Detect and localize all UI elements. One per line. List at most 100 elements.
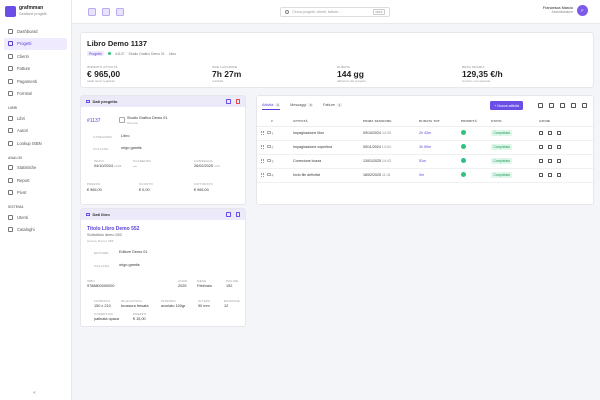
unlink-icon[interactable] xyxy=(235,212,240,217)
sidebar-item-autori[interactable]: Autori xyxy=(4,125,67,138)
drag-handle-icon[interactable] xyxy=(261,144,264,149)
sidebar-item-report[interactable]: Report xyxy=(4,174,67,187)
search-placeholder: Cerca progetti, clienti, fatture... xyxy=(292,10,341,14)
edit-icon[interactable] xyxy=(548,159,552,163)
play-icon[interactable] xyxy=(539,145,543,149)
client-name[interactable]: Studio Grafico Demo 01 xyxy=(127,116,168,120)
stat-durata: DURATA 144 gg dall'avvio del progetto xyxy=(337,65,366,84)
row-checkbox[interactable] xyxy=(267,158,271,163)
edit-icon[interactable] xyxy=(548,173,552,177)
new-project-icon[interactable] xyxy=(88,8,96,16)
catalog-icon xyxy=(8,227,13,233)
avatar[interactable]: F xyxy=(577,5,588,16)
year-value: 2025 xyxy=(178,284,187,288)
type-badge: Progetto xyxy=(87,51,104,56)
delete-icon[interactable] xyxy=(557,173,561,177)
search-input[interactable]: Cerca progetti, clienti, fatture... Ctrl… xyxy=(280,7,390,17)
new-activity-button[interactable]: + Nuova attività xyxy=(490,101,523,110)
print-icon[interactable] xyxy=(538,103,543,108)
book-title-link[interactable]: Titolo Libro Demo 552 xyxy=(87,226,140,232)
play-icon[interactable] xyxy=(539,173,543,177)
delete-icon[interactable] xyxy=(235,99,240,104)
project-code-link[interactable]: #1137 xyxy=(87,118,101,124)
activity-date: 18/02/2025 11:41 xyxy=(363,168,419,183)
info-icon xyxy=(86,99,90,104)
sidebar-section-analisi: ANALISI xyxy=(8,155,23,160)
edit-icon[interactable] xyxy=(226,99,231,104)
send-icon[interactable] xyxy=(571,103,576,108)
supplier-icon xyxy=(8,91,13,97)
row-checkbox[interactable] xyxy=(267,130,271,135)
sidebar-item-fatture[interactable]: Fatture xyxy=(4,63,67,76)
status-badge: Completata xyxy=(491,158,513,164)
stat-resa: RESA ORARIA 129,35 €/h importo / ore lav… xyxy=(462,65,503,84)
sidebar-item-cataloghi[interactable]: Cataloghi xyxy=(4,224,67,237)
tab-messaggi[interactable]: Messaggi 0 xyxy=(290,103,313,107)
table-row[interactable]: 2 Impaginazione copertina 05/11/2024 14:… xyxy=(257,140,593,155)
new-client-icon[interactable] xyxy=(102,8,110,16)
client-name[interactable]: Studio Grafico Demo 01 xyxy=(128,51,165,56)
sidebar: grafmman Gestione progetti Dashboard Pro… xyxy=(0,0,72,400)
row-checkbox[interactable] xyxy=(267,172,271,177)
sidebar-item-pivot[interactable]: Pivot xyxy=(4,187,67,200)
format-value: 150 x 210 xyxy=(94,304,111,308)
sidebar-item-clienti[interactable]: Clienti xyxy=(4,50,67,63)
priority-check-icon xyxy=(461,144,466,149)
collapse-sidebar-button[interactable]: « xyxy=(33,390,36,396)
invoice-icon xyxy=(8,66,13,72)
card-title: Dati progetto xyxy=(92,99,118,104)
project-data-card: Dati progetto #1137 Studio Grafico Demo … xyxy=(80,95,246,205)
edit-icon[interactable] xyxy=(548,145,552,149)
row-checkbox[interactable] xyxy=(267,144,271,149)
folder-icon xyxy=(8,41,13,47)
book-subtitle: Sottotitolo demo 552 xyxy=(87,233,122,237)
activity-duration: 51m xyxy=(419,154,461,169)
delete-icon[interactable] xyxy=(557,131,561,135)
height-value: 90 mm xyxy=(198,304,210,308)
activity-name: Impaginazione libro xyxy=(293,126,363,141)
app-logo xyxy=(5,5,16,17)
drag-handle-icon[interactable] xyxy=(261,158,264,163)
drag-handle-icon[interactable] xyxy=(261,130,264,135)
cover-value: patinata opaca xyxy=(94,317,119,321)
user-menu[interactable]: Francesca Marcio Amministratore F xyxy=(543,5,588,16)
tab-attivita[interactable]: Attività 4 xyxy=(262,102,281,110)
sidebar-item-statistiche[interactable]: Statistiche xyxy=(4,162,67,175)
table-row[interactable]: 1 Impaginazione libro 09/10/2024 14:35 2… xyxy=(257,126,593,141)
open-link-icon[interactable] xyxy=(226,212,231,217)
export-icon[interactable] xyxy=(549,103,554,108)
play-icon[interactable] xyxy=(539,159,543,163)
user-name: Francesca Marcio xyxy=(542,6,573,11)
sidebar-item-libri[interactable]: Libri xyxy=(4,112,67,125)
delete-icon[interactable] xyxy=(557,159,561,163)
sidebar-section-libri: LIBRI xyxy=(8,106,18,110)
sidebar-item-dashboard[interactable]: Dashboard xyxy=(4,25,67,38)
card-title: Dati libro xyxy=(92,212,110,217)
sidebar-item-progetti[interactable]: Progetti xyxy=(4,37,67,50)
isbn-value: 9788800000000 xyxy=(87,284,115,288)
activities-table: # ATTIVITÀ PRIMA SESSIONE DURATA TOT PRI… xyxy=(257,117,593,183)
play-icon[interactable] xyxy=(539,131,543,135)
new-invoice-icon[interactable] xyxy=(116,8,124,16)
sidebar-section-sistema: SISTEMA xyxy=(8,205,24,209)
table-row[interactable]: 3 Correzione bozza 13/01/2025 14:43 51m … xyxy=(257,154,593,169)
copy-icon[interactable] xyxy=(560,103,565,108)
tab-fatture[interactable]: Fatture 1 xyxy=(323,103,342,107)
edit-icon[interactable] xyxy=(548,131,552,135)
main-content: Libro Demo 1137 Progetto #1137 Studio Gr… xyxy=(80,32,594,327)
table-row[interactable]: 4 Invio file definitivi 18/02/2025 11:41… xyxy=(257,168,593,183)
priority-check-icon xyxy=(461,158,466,163)
brand[interactable]: grafmman Gestione progetti xyxy=(0,0,71,22)
settings-icon[interactable] xyxy=(582,103,587,108)
sidebar-item-fornitori[interactable]: Fornitori xyxy=(4,88,67,101)
sidebar-item-utenti[interactable]: Utenti xyxy=(4,211,67,224)
drag-handle-icon[interactable] xyxy=(261,172,264,177)
priority-check-icon xyxy=(461,172,466,177)
activity-duration: 3h 59m xyxy=(419,140,461,155)
sidebar-item-pagamenti[interactable]: Pagamenti xyxy=(4,75,67,88)
delete-icon[interactable] xyxy=(557,145,561,149)
sidebar-item-lookup-isbn[interactable]: Lookup ISBN xyxy=(4,137,67,150)
status-dot xyxy=(107,51,112,56)
activities-card: Attività 4 Messaggi 0 Fatture 1 + Nuova att… xyxy=(256,95,594,205)
priority-check-icon xyxy=(461,130,466,135)
